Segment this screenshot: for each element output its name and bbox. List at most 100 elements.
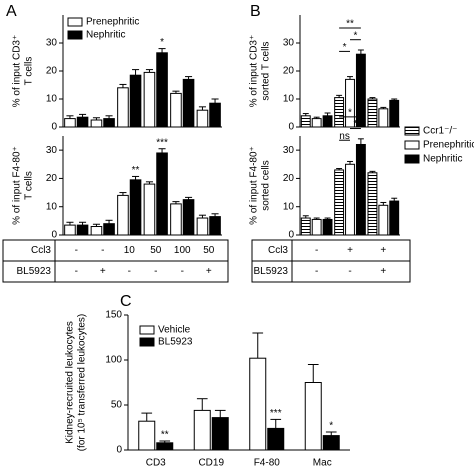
x-tick-label: Mac: [313, 458, 332, 469]
table-cell: 50: [150, 245, 162, 256]
y-tick-label: 10: [283, 201, 295, 212]
bar: [211, 417, 229, 451]
table-cell: +: [347, 245, 353, 256]
legend-label: Ccr1⁻/⁻: [423, 126, 457, 137]
legend-swatch: [404, 140, 420, 150]
y-tick-label: 10: [46, 201, 58, 212]
bar: [156, 442, 174, 451]
y-tick-label: 10: [283, 94, 295, 105]
significance: ***: [156, 137, 168, 148]
y-tick-label: 20: [283, 173, 295, 184]
table-cell: -: [75, 266, 78, 277]
y-axis-title: T cells: [24, 57, 35, 86]
bar: [367, 98, 378, 128]
panel-label: A: [6, 3, 17, 20]
bar: [129, 74, 142, 128]
legend-swatch: [139, 325, 155, 335]
bar: [76, 116, 89, 128]
bar: [170, 92, 182, 128]
table-cell: 10: [124, 245, 136, 256]
legend-label: Prenephritic: [86, 17, 139, 28]
y-tick-label: 0: [51, 230, 57, 241]
legend-swatch: [139, 337, 155, 347]
bar: [300, 217, 311, 236]
bar: [129, 179, 142, 236]
bar: [304, 382, 322, 451]
panel-label: C: [120, 293, 132, 310]
table-cell: +: [206, 266, 212, 277]
table-cell: +: [380, 245, 386, 256]
bar: [193, 409, 211, 451]
y-axis-title: sorted T cells: [261, 41, 272, 100]
bar: [300, 115, 311, 128]
bar: [117, 87, 129, 128]
legend-label: Prenephritic: [423, 140, 474, 151]
table-cell: -: [181, 266, 184, 277]
bar: [64, 118, 76, 128]
y-axis-title: % of input F4-80⁺: [249, 146, 260, 225]
row-label: Ccl3: [268, 245, 288, 256]
table-cell: -: [315, 245, 318, 256]
legend-label: Nephritic: [423, 154, 462, 165]
bar: [249, 357, 267, 451]
y-axis-title: T cells: [24, 171, 35, 200]
bar: [64, 224, 76, 236]
table-cell: +: [100, 266, 106, 277]
bracket-label: *: [353, 119, 357, 130]
y-tick-label: 0: [288, 230, 294, 241]
bar: [143, 183, 156, 236]
table-cell: -: [128, 266, 131, 277]
bar: [90, 119, 103, 128]
x-tick-label: CD3: [146, 458, 166, 469]
bar: [322, 218, 333, 236]
bar: [182, 78, 195, 128]
legend-swatch: [404, 126, 420, 136]
bar: [355, 143, 366, 236]
table-cell: -: [315, 266, 318, 277]
bar: [322, 115, 333, 128]
y-tick-label: 0: [51, 122, 57, 133]
bar: [103, 223, 115, 236]
x-tick-label: CD19: [198, 458, 224, 469]
y-tick-label: 30: [283, 145, 295, 156]
legend-label: Nephritic: [86, 30, 125, 41]
bar: [170, 203, 182, 236]
significance: *: [160, 37, 164, 48]
row-label: BL5923: [254, 266, 289, 277]
y-axis-title: sorted cells: [261, 160, 272, 211]
legend-label: BL5923: [158, 337, 193, 348]
table-cell: -: [75, 245, 78, 256]
y-tick-label: 30: [46, 38, 58, 49]
y-tick-label: 100: [105, 355, 122, 366]
bar: [76, 224, 89, 236]
bar: [156, 152, 168, 236]
bar: [367, 172, 378, 236]
table-cell: -: [348, 266, 351, 277]
table-cell: +: [380, 266, 386, 277]
y-axis-title: % of input CD3⁺: [249, 35, 260, 108]
significance: **: [132, 165, 140, 176]
table-cell: 50: [203, 245, 215, 256]
bar: [389, 200, 400, 236]
bar: [117, 194, 129, 236]
bracket-label: *: [343, 42, 347, 53]
bar: [355, 53, 366, 128]
y-axis-title: % of input F4-80⁺: [12, 146, 23, 225]
legend-label: Vehicle: [158, 325, 191, 336]
y-axis-title: % of input CD3⁺: [12, 35, 23, 108]
table-cell: -: [154, 266, 157, 277]
bar: [345, 163, 355, 236]
y-tick-label: 20: [46, 66, 58, 77]
significance: ***: [270, 408, 282, 419]
bar: [90, 226, 103, 236]
bar: [267, 427, 285, 451]
y-tick-label: 30: [46, 145, 58, 156]
bar: [378, 108, 389, 128]
table-cell: 100: [174, 245, 191, 256]
panel-label: B: [250, 3, 261, 20]
y-tick-label: 20: [283, 66, 295, 77]
y-tick-label: 20: [46, 173, 58, 184]
legend-swatch: [67, 30, 83, 40]
bar: [378, 204, 389, 236]
